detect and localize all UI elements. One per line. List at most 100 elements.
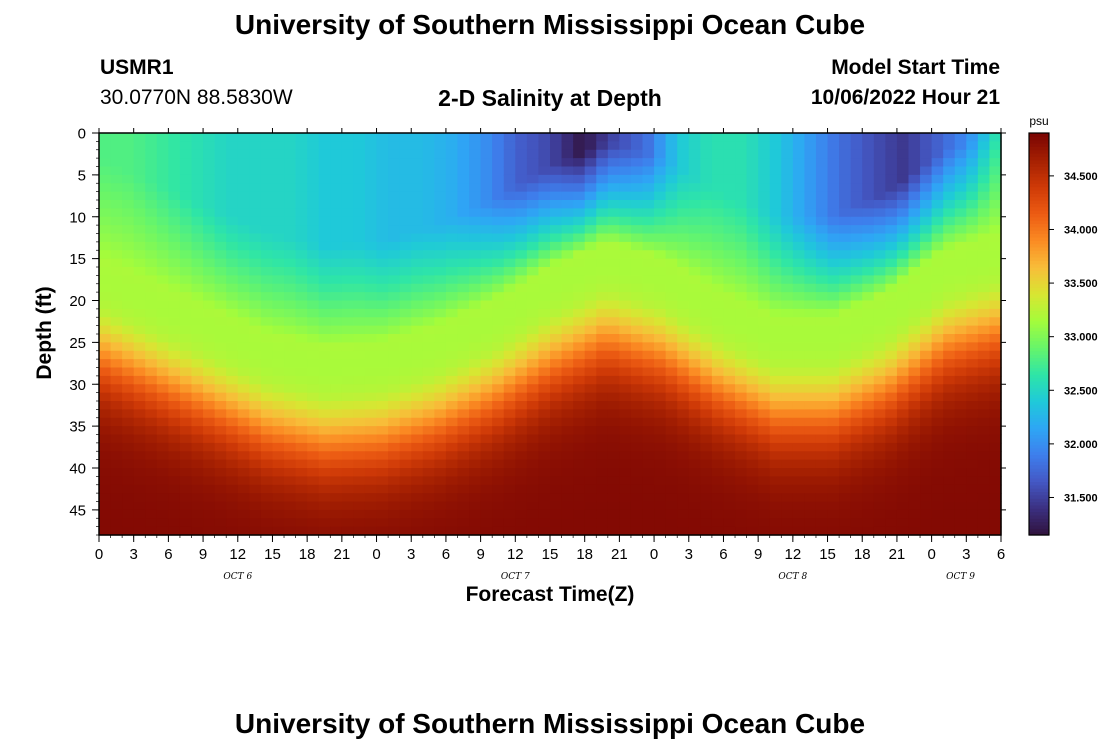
heatmap-cell (966, 375, 979, 385)
heatmap-cell (480, 283, 493, 293)
heatmap-cell (364, 434, 378, 444)
heatmap-cell (480, 434, 493, 444)
heatmap-cell (573, 233, 586, 243)
heatmap-cell (122, 267, 135, 276)
heatmap-cell (388, 241, 401, 251)
heatmap-cell (677, 384, 690, 394)
heatmap-cell (584, 426, 597, 436)
heatmap-cell (480, 292, 493, 302)
heatmap-cell (295, 493, 308, 503)
heatmap-cell (156, 267, 169, 276)
heatmap-cell (538, 258, 551, 268)
x-tick-label: 0 (650, 546, 658, 563)
heatmap-cell (700, 476, 713, 486)
heatmap-cell (815, 275, 829, 285)
heatmap-cell (966, 493, 979, 503)
heatmap-cell (191, 174, 204, 184)
heatmap-cell (792, 518, 806, 528)
heatmap-cell (526, 174, 540, 184)
heatmap-cell (862, 283, 875, 293)
heatmap-cell (711, 509, 725, 519)
heatmap-cell (237, 283, 250, 293)
heatmap-cell (469, 484, 482, 494)
heatmap-cell (226, 526, 239, 536)
heatmap-cell (769, 476, 782, 486)
heatmap-cell (862, 426, 875, 436)
heatmap-cell (411, 317, 424, 327)
heatmap-cell (908, 484, 921, 494)
heatmap-cell (226, 174, 239, 184)
colorbar-segment (1029, 233, 1049, 238)
heatmap-cell (237, 509, 250, 519)
heatmap-cell (665, 526, 678, 536)
heatmap-cell (284, 166, 297, 176)
heatmap-cell (989, 367, 1002, 377)
heatmap-cell (573, 451, 586, 461)
heatmap-cell (526, 367, 540, 377)
heatmap-cell (769, 417, 782, 427)
heatmap-cell (642, 468, 655, 477)
heatmap-cell (284, 468, 297, 477)
heatmap-cell (503, 501, 516, 511)
heatmap-cell (920, 359, 933, 369)
heatmap-cell (677, 459, 690, 469)
heatmap-cell (920, 459, 933, 469)
heatmap-cell (642, 392, 655, 402)
heatmap-cell (492, 225, 505, 235)
heatmap-cell (284, 241, 297, 251)
heatmap-cell (573, 200, 586, 209)
heatmap-cell (411, 518, 424, 528)
heatmap-cell (769, 267, 782, 276)
heatmap-cell (873, 133, 886, 142)
heatmap-cell (665, 191, 678, 201)
heatmap-cell (573, 208, 586, 218)
heatmap-cell (781, 141, 794, 151)
heatmap-cell (226, 225, 239, 235)
heatmap-cell (295, 191, 308, 201)
heatmap-cell (99, 191, 112, 201)
heatmap-cell (214, 308, 227, 318)
heatmap-cell (966, 325, 979, 335)
heatmap-cell (943, 250, 956, 260)
heatmap-cell (237, 442, 250, 452)
heatmap-cell (688, 250, 701, 260)
heatmap-cell (746, 334, 759, 343)
heatmap-cell (353, 442, 366, 452)
heatmap-cell (839, 384, 852, 394)
heatmap-cell (654, 409, 667, 419)
heatmap-cell (492, 141, 505, 151)
heatmap-cell (954, 518, 967, 528)
heatmap-cell (168, 375, 181, 385)
heatmap-cell (931, 250, 944, 260)
heatmap-cell (700, 216, 713, 226)
heatmap-cell (388, 308, 401, 318)
heatmap-cell (145, 208, 158, 218)
heatmap-cell (688, 459, 701, 469)
heatmap-cell (376, 216, 389, 226)
heatmap-cell (827, 174, 840, 184)
heatmap-cell (943, 200, 956, 209)
heatmap-cell (503, 526, 516, 536)
heatmap-cell (145, 434, 158, 444)
heatmap-cell (735, 267, 748, 276)
heatmap-cell (723, 401, 736, 410)
heatmap-cell (226, 484, 239, 494)
heatmap-cell (503, 233, 516, 243)
heatmap-cell (341, 225, 355, 235)
heatmap-cell (237, 166, 250, 176)
heatmap-cell (827, 350, 840, 360)
heatmap-cell (156, 149, 169, 159)
heatmap-cell (272, 216, 285, 226)
heatmap-cell (538, 526, 551, 536)
heatmap-cell (561, 409, 574, 419)
heatmap-cell (943, 208, 956, 218)
heatmap-cell (341, 434, 355, 444)
heatmap-cell (480, 409, 493, 419)
heatmap-cell (700, 300, 713, 310)
colorbar-segment (1029, 320, 1049, 325)
heatmap-cell (920, 526, 933, 536)
heatmap-cell (99, 300, 112, 310)
heatmap-cell (700, 149, 713, 159)
heatmap-cell (307, 451, 320, 461)
heatmap-cell (133, 225, 146, 235)
